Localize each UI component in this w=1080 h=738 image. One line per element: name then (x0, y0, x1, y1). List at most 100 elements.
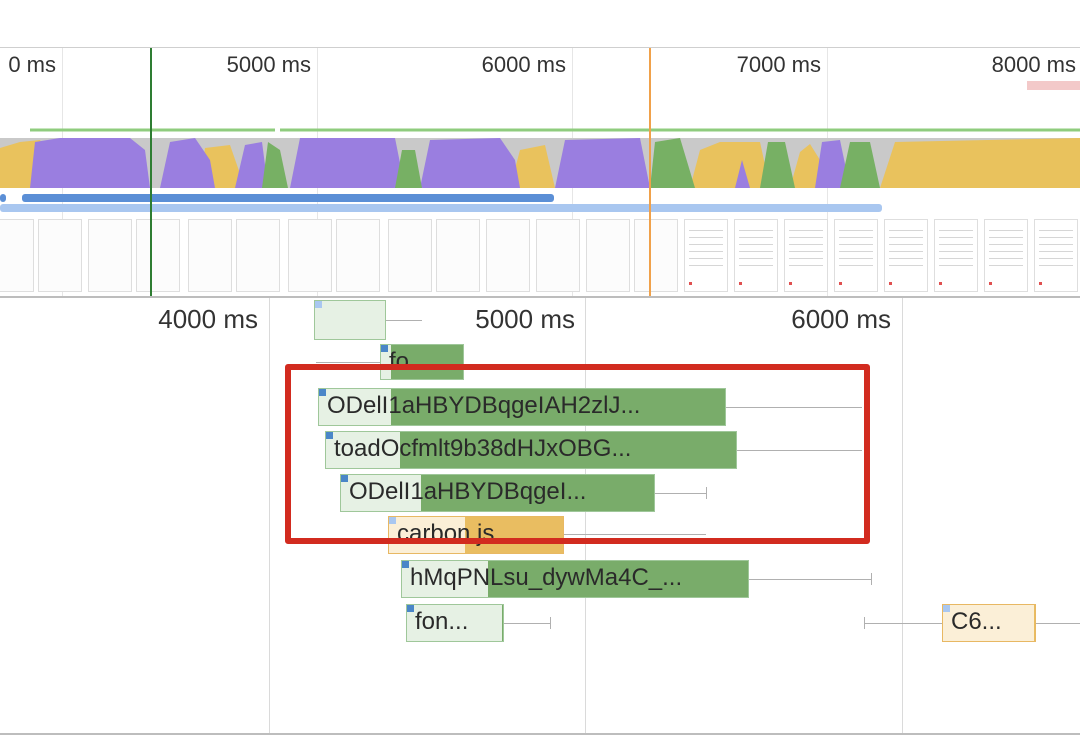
waterfall-time-label: 6000 ms (791, 304, 891, 334)
waterfall-time-label: 4000 ms (158, 304, 258, 334)
request-whisker (864, 623, 942, 624)
request-bar[interactable]: ODelI1aHBYDBqgeI... (340, 474, 655, 512)
request-receiving (1034, 605, 1035, 641)
filmstrip-frame[interactable] (1034, 219, 1078, 292)
filmstrip-frame[interactable] (388, 219, 432, 292)
request-whisker (504, 623, 550, 624)
request-whisker (726, 407, 862, 408)
request-whisker (749, 579, 871, 580)
request-label: fo... (389, 348, 430, 375)
request-whisker-cap (871, 573, 872, 585)
overview-top-border (0, 47, 1080, 48)
waterfall-gridline (269, 298, 270, 733)
cpu-scripting-area (880, 138, 1080, 188)
cpu-painting-area (840, 142, 880, 188)
filmstrip-frame[interactable] (784, 219, 828, 292)
filmstrip-frame[interactable] (684, 219, 728, 292)
request-receiving (502, 605, 503, 641)
overview-time-label: 6000 ms (481, 52, 566, 77)
request-whisker (564, 534, 706, 535)
filmstrip-frame[interactable] (136, 219, 180, 292)
network-bar (0, 194, 6, 202)
network-bar (22, 194, 554, 202)
request-priority-marker (407, 605, 414, 612)
request-receiving (488, 561, 748, 597)
overview-range-indicator (1027, 81, 1080, 90)
request-label: toadOcfmlt9b38dHJxOBG... (334, 435, 632, 462)
cpu-rendering-area (735, 160, 750, 188)
request-label: C6... (951, 608, 1002, 635)
cpu-rendering-area (30, 138, 150, 188)
request-receiving (400, 432, 736, 468)
request-bar[interactable]: C6... (942, 604, 1036, 642)
filmstrip-frame[interactable] (734, 219, 778, 292)
filmstrip-frame[interactable] (984, 219, 1028, 292)
highlight-annotation-box (285, 364, 870, 544)
request-label: ODelI1aHBYDBqgeI... (349, 478, 587, 505)
cpu-rendering-area (290, 138, 405, 188)
cpu-rendering-area (815, 140, 850, 188)
request-label: fon... (415, 608, 469, 635)
filmstrip-frame[interactable] (486, 219, 530, 292)
request-receiving (391, 345, 463, 379)
network-waterfall[interactable]: 4000 ms 5000 ms 6000 ms fo... ODelI1aHBY… (0, 298, 1080, 733)
overview-bottom-border (0, 296, 1080, 298)
request-bar[interactable]: hMqPNLsu_dywMa4C_... (401, 560, 749, 598)
request-whisker (1036, 623, 1080, 624)
request-whisker-cap (706, 487, 707, 499)
cpu-painting-area (760, 142, 795, 188)
cpu-scripting-area (690, 142, 770, 188)
cpu-rendering-area (160, 138, 215, 188)
cpu-scripting-area (510, 145, 555, 188)
filmstrip-frame[interactable] (436, 219, 480, 292)
overview-pane[interactable]: 0 ms 5000 ms 6000 ms 7000 ms 8000 ms (0, 0, 1080, 300)
filmstrip-frame[interactable] (0, 219, 34, 292)
cpu-painting-area (650, 138, 695, 188)
request-whisker (655, 493, 706, 494)
request-priority-marker (326, 432, 333, 439)
filmstrip-frame[interactable] (38, 219, 82, 292)
request-bar[interactable] (314, 300, 386, 340)
request-label: ODelI1aHBYDBqgeIAH2zlJ... (327, 392, 641, 419)
waterfall-time-label: 5000 ms (475, 304, 575, 334)
filmstrip-frame[interactable] (88, 219, 132, 292)
request-priority-marker (943, 605, 950, 612)
request-label: hMqPNLsu_dywMa4C_... (410, 564, 683, 591)
request-priority-marker (381, 345, 388, 352)
filmstrip-frame[interactable] (336, 219, 380, 292)
request-whisker (316, 362, 380, 363)
request-priority-marker (341, 475, 348, 482)
request-priority-marker (402, 561, 409, 568)
overview-time-label: 7000 ms (736, 52, 821, 77)
cpu-rendering-area (235, 142, 268, 188)
filmstrip-frame[interactable] (934, 219, 978, 292)
filmstrip-frame[interactable] (236, 219, 280, 292)
request-receiving (421, 475, 654, 511)
filmstrip-frame[interactable] (586, 219, 630, 292)
dom-content-loaded-marker (150, 48, 152, 296)
request-bar[interactable]: ODelI1aHBYDBqgeIAH2zlJ... (318, 388, 726, 426)
overview-time-label: 8000 ms (991, 52, 1076, 77)
request-bar[interactable]: fo... (380, 344, 464, 380)
overview-time-label: 5000 ms (226, 52, 311, 77)
load-event-marker (649, 48, 651, 296)
request-receiving (391, 389, 725, 425)
request-receiving (465, 517, 563, 553)
waterfall-bottom-border (0, 733, 1080, 735)
filmstrip-frame[interactable] (188, 219, 232, 292)
request-bar[interactable]: toadOcfmlt9b38dHJxOBG... (325, 431, 737, 469)
filmstrip-frame[interactable] (884, 219, 928, 292)
request-bar[interactable]: fon... (406, 604, 504, 642)
cpu-activity-chart (0, 128, 1080, 188)
filmstrip-frame[interactable] (288, 219, 332, 292)
filmstrip-frame[interactable] (634, 219, 678, 292)
waterfall-gridline (902, 298, 903, 733)
cpu-rendering-area (555, 138, 650, 188)
request-whisker (737, 450, 862, 451)
cpu-painting-area (395, 150, 422, 188)
waterfall-gridline (585, 298, 586, 733)
filmstrip-frame[interactable] (536, 219, 580, 292)
overview-time-label: 0 ms (8, 52, 56, 77)
filmstrip-frame[interactable] (834, 219, 878, 292)
network-bar-secondary (0, 204, 882, 212)
